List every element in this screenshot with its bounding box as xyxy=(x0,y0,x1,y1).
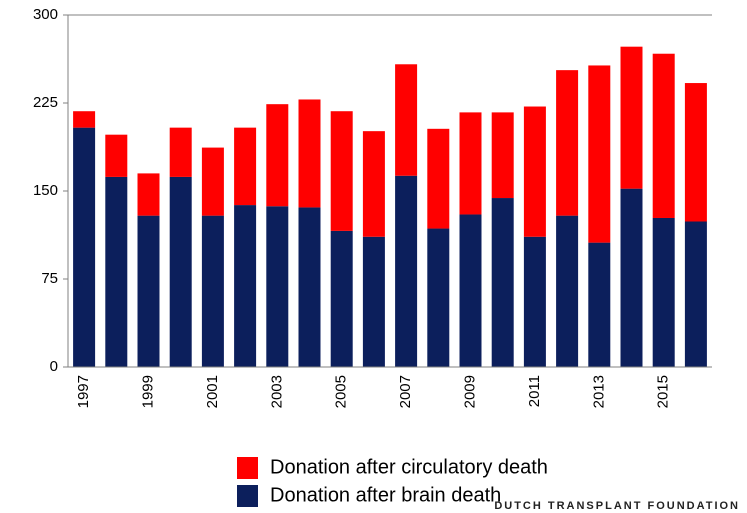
x-tick-label: 2007 xyxy=(397,375,414,408)
x-tick-label: 2005 xyxy=(333,375,350,408)
bar-segment xyxy=(459,214,482,367)
x-tick-label: 2013 xyxy=(590,375,607,408)
bar-segment xyxy=(523,106,546,237)
bar-segment xyxy=(523,236,546,367)
bar-segment xyxy=(362,131,385,237)
x-tick-label: 2009 xyxy=(461,375,478,408)
bar-segment xyxy=(266,206,289,367)
y-tick-label: 0 xyxy=(50,358,58,375)
bar-segment xyxy=(105,176,128,367)
bar-segment xyxy=(556,70,579,216)
bar-segment xyxy=(427,128,450,229)
bar-segment xyxy=(73,127,96,367)
bar-segment xyxy=(684,83,707,222)
bar-segment xyxy=(556,215,579,367)
legend-label: Donation after brain death xyxy=(270,484,501,506)
bar-segment xyxy=(652,53,675,218)
bar-segment xyxy=(491,198,514,367)
x-tick-label: 2001 xyxy=(204,375,221,408)
bar-segment xyxy=(684,221,707,367)
bar-segment xyxy=(427,228,450,367)
bar-segment xyxy=(395,175,418,367)
x-tick-label: 2011 xyxy=(526,375,543,407)
legend-label: Donation after circulatory death xyxy=(270,456,548,478)
bar-segment xyxy=(298,99,321,208)
y-tick-label: 75 xyxy=(41,270,58,287)
x-tick-label: 2003 xyxy=(268,375,285,408)
bar-segment xyxy=(620,46,643,189)
y-tick-label: 150 xyxy=(33,182,58,199)
y-tick-label: 225 xyxy=(33,94,58,111)
x-tick-label: 1999 xyxy=(139,375,156,408)
bar-segment xyxy=(330,111,353,231)
bar-segment xyxy=(459,112,482,215)
bar-segment xyxy=(330,230,353,367)
x-tick-label: 1997 xyxy=(75,375,92,408)
bar-segment xyxy=(588,242,611,367)
bar-segment xyxy=(652,217,675,367)
bar-segment xyxy=(137,173,160,216)
bar-segment xyxy=(234,205,257,367)
bar-segment xyxy=(491,112,514,199)
bar-segment xyxy=(588,65,611,243)
bar-segment xyxy=(362,236,385,367)
bar-segment xyxy=(395,64,418,176)
legend-swatch xyxy=(237,485,258,507)
bar-segment xyxy=(73,111,96,128)
y-tick-label: 300 xyxy=(33,6,58,23)
bar-segment xyxy=(169,127,192,177)
bar-segment xyxy=(201,215,224,367)
bar-segment xyxy=(620,188,643,367)
bar-segment xyxy=(201,147,224,216)
legend-swatch xyxy=(237,457,258,479)
x-tick-label: 2015 xyxy=(655,375,672,408)
bar-segment xyxy=(169,176,192,367)
bar-segment xyxy=(137,215,160,367)
bar-segment xyxy=(266,104,289,207)
bar-segment xyxy=(105,134,128,177)
bar-segment xyxy=(234,127,257,206)
watermark: DUTCH TRANSPLANT FOUNDATION xyxy=(494,500,740,512)
bar-segment xyxy=(298,207,321,367)
